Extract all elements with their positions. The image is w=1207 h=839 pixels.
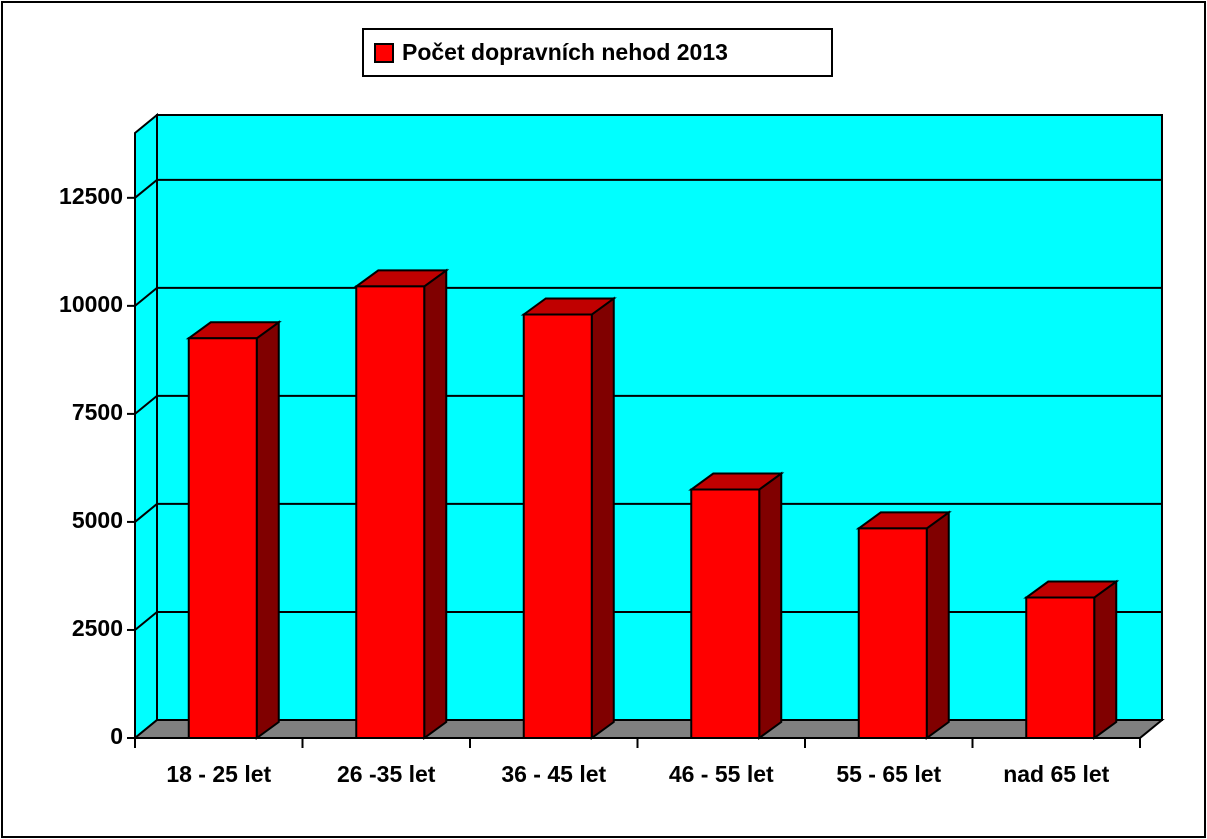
x-tick-label: 26 -35 let — [337, 761, 436, 787]
bar — [185, 320, 282, 740]
grid-line — [134, 394, 1162, 415]
y-tick-label: 5000 — [72, 507, 123, 533]
y-tick-label: 7500 — [72, 399, 123, 425]
bar-front — [1025, 596, 1096, 739]
x-tick-label: 36 - 45 let — [501, 761, 606, 787]
y-tick-label: 2500 — [72, 615, 123, 641]
x-tick-label: 18 - 25 let — [166, 761, 271, 787]
bar-side — [255, 320, 280, 740]
x-tick-label: nad 65 let — [1003, 761, 1109, 787]
bar-front — [857, 527, 928, 739]
y-tick-label: 0 — [110, 723, 123, 749]
bar-front — [187, 337, 258, 739]
bar-side — [423, 268, 448, 740]
legend-swatch — [374, 43, 394, 63]
bar-front — [522, 313, 593, 739]
bar — [520, 296, 617, 740]
bar — [1023, 579, 1120, 740]
legend-box — [362, 28, 833, 77]
bar-front — [355, 285, 426, 739]
x-tick-label: 46 - 55 let — [669, 761, 774, 787]
floor — [132, 719, 1165, 739]
side-wall — [134, 112, 158, 741]
grid-line — [134, 178, 1162, 199]
bar — [688, 471, 785, 740]
bar-side — [590, 296, 615, 740]
bar-side — [758, 471, 783, 740]
bar-front — [690, 488, 761, 739]
legend-label: Počet dopravních nehod 2013 — [402, 39, 728, 65]
grid-line — [134, 286, 1162, 307]
x-tick-label: 55 - 65 let — [836, 761, 941, 787]
y-tick-label: 10000 — [59, 291, 123, 317]
bar — [353, 268, 450, 740]
grid-line — [134, 610, 1162, 631]
bar-side — [1093, 579, 1118, 740]
bar — [855, 510, 952, 740]
back-wall — [156, 114, 1163, 721]
grid-line — [134, 502, 1162, 523]
y-tick-label: 12500 — [59, 183, 123, 209]
bar-side — [925, 510, 950, 740]
